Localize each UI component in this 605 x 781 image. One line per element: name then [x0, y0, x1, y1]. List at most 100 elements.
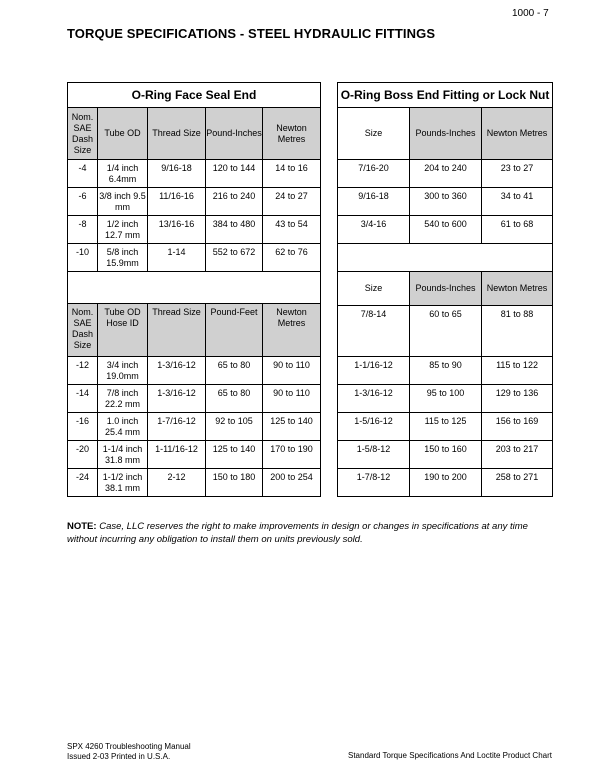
table-row: 7/16-20 204 to 240 23 to 27	[337, 159, 554, 188]
table-cell: 1-1/16-12	[337, 356, 410, 385]
table-cell: 9/16-18	[337, 187, 410, 216]
table-row: 1-3/16-12 95 to 100 129 to 136	[337, 384, 554, 413]
header-row: Nom. SAE Dash Size Tube OD Thread Size Poun…	[67, 107, 321, 160]
table-cell: 62 to 76	[262, 243, 321, 272]
table-row: -12 3/4 inch 19.0mm 1-3/16-12 65 to 80 90 to…	[67, 356, 321, 385]
table-cell: 2-12	[147, 468, 206, 497]
page-number: 1000 - 7	[512, 8, 549, 19]
table-cell: 23 to 27	[480, 159, 554, 188]
table-cell: 1-1/2 inch 38.1 mm	[97, 468, 148, 497]
boss-end-table: O-Ring Boss End Fitting or Lock Nut Size P…	[336, 82, 554, 497]
table-title-row: O-Ring Boss End Fitting or Lock Nut	[336, 82, 554, 108]
header-row: Size Pounds-Inches Newton Metres	[337, 107, 554, 160]
table-title: O-Ring Face Seal End	[67, 82, 321, 108]
table-row: -6 3/8 inch 9.5 mm 11/16-16 216 to 240 24 to…	[67, 187, 321, 216]
table-title-row: O-Ring Face Seal End	[67, 82, 321, 108]
table-row: 7/8-14 60 to 65 81 to 88	[337, 305, 554, 357]
spacer-row	[67, 271, 321, 304]
table-cell: -6	[67, 187, 98, 216]
table-cell: -8	[67, 215, 98, 244]
table-cell: 3/4-16	[337, 215, 410, 244]
table-row: 3/4-16 540 to 600 61 to 68	[337, 215, 554, 244]
column-header: Size	[337, 271, 410, 306]
table-cell: 115 to 125	[409, 412, 482, 441]
table-cell: 95 to 100	[409, 384, 482, 413]
table-cell: 65 to 80	[205, 384, 263, 413]
column-header: Newton Metres	[262, 303, 321, 357]
column-header: Pounds-Inches	[409, 107, 482, 160]
table-cell: 5/8 inch 15.9mm	[97, 243, 148, 272]
table-cell: 81 to 88	[480, 305, 554, 357]
table-cell: 3/4 inch 19.0mm	[97, 356, 148, 385]
table-cell: 300 to 360	[409, 187, 482, 216]
table-cell: 1/4 inch 6.4mm	[97, 159, 148, 188]
footer-left: SPX 4260 Troubleshooting Manual Issued 2…	[67, 742, 191, 762]
table-cell: 14 to 16	[262, 159, 321, 188]
header-row: Nom. SAE Dash Size Tube OD Hose ID Thread …	[67, 303, 321, 357]
table-row: -8 1/2 inch 12.7 mm 13/16-16 384 to 480 43 t…	[67, 215, 321, 244]
table-cell: 258 to 271	[480, 468, 554, 497]
table-row: -10 5/8 inch 15.9mm 1-14 552 to 672 62 to 76	[67, 243, 321, 272]
table-cell: 61 to 68	[480, 215, 554, 244]
table-cell: 115 to 122	[480, 356, 554, 385]
table-cell: 552 to 672	[205, 243, 263, 272]
table-cell: 24 to 27	[262, 187, 321, 216]
column-header: Pound-Feet	[205, 303, 263, 357]
column-header: Thread Size	[147, 303, 206, 357]
table-row: 9/16-18 300 to 360 34 to 41	[337, 187, 554, 216]
table-row: 1-1/16-12 85 to 90 115 to 122	[337, 356, 554, 385]
table-row: -14 7/8 inch 22.2 mm 1-3/16-12 65 to 80 90 t…	[67, 384, 321, 413]
spacer-cell	[336, 243, 554, 272]
table-cell: 1-14	[147, 243, 206, 272]
table-cell: 1-7/16-12	[147, 412, 206, 441]
table-row: -4 1/4 inch 6.4mm 9/16-18 120 to 144 14 to 1…	[67, 159, 321, 188]
table-cell: 384 to 480	[205, 215, 263, 244]
column-header: Pounds-Inches	[409, 271, 482, 306]
table-cell: 85 to 90	[409, 356, 482, 385]
column-header: Newton Metres	[262, 107, 321, 160]
table-cell: 3/8 inch 9.5 mm	[97, 187, 148, 216]
table-cell: -4	[67, 159, 98, 188]
table-cell: 92 to 105	[205, 412, 263, 441]
column-header: Tube OD Hose ID	[97, 303, 148, 357]
table-cell: 7/8-14	[337, 305, 410, 357]
column-header: Pound-Inches	[205, 107, 263, 160]
table-row: -20 1-1/4 inch 31.8 mm 1-11/16-12 125 to 14…	[67, 440, 321, 469]
table-cell: 1-1/4 inch 31.8 mm	[97, 440, 148, 469]
table-cell: 203 to 217	[480, 440, 554, 469]
table-cell: 190 to 200	[409, 468, 482, 497]
face-seal-table: O-Ring Face Seal End Nom. SAE Dash Size Tu…	[67, 82, 321, 497]
table-cell: 1-3/16-12	[147, 356, 206, 385]
table-cell: 1.0 inch 25.4 mm	[97, 412, 148, 441]
table-cell: 90 to 110	[262, 384, 321, 413]
table-cell: 170 to 190	[262, 440, 321, 469]
manual-name: SPX 4260 Troubleshooting Manual	[67, 742, 191, 751]
table-cell: 156 to 169	[480, 412, 554, 441]
table-cell: 7/8 inch 22.2 mm	[97, 384, 148, 413]
column-header: Newton Metres	[480, 271, 554, 306]
table-cell: 125 to 140	[262, 412, 321, 441]
issue-info: Issued 2-03 Printed in U.S.A.	[67, 752, 171, 761]
column-header: Nom. SAE Dash Size	[67, 107, 98, 160]
table-cell: -14	[67, 384, 98, 413]
table-cell: -20	[67, 440, 98, 469]
column-header: Tube OD	[97, 107, 148, 160]
table-cell: 204 to 240	[409, 159, 482, 188]
page-title: TORQUE SPECIFICATIONS - STEEL HYDRAULIC …	[67, 26, 436, 41]
table-cell: 65 to 80	[205, 356, 263, 385]
table-cell: 9/16-18	[147, 159, 206, 188]
spacer-row	[336, 243, 554, 272]
table-cell: 1-5/16-12	[337, 412, 410, 441]
table-row: -24 1-1/2 inch 38.1 mm 2-12 150 to 180 200 t…	[67, 468, 321, 497]
table-cell: 11/16-16	[147, 187, 206, 216]
table-cell: 1-7/8-12	[337, 468, 410, 497]
table-cell: 1-5/8-12	[337, 440, 410, 469]
table-cell: -16	[67, 412, 98, 441]
table-cell: 1/2 inch 12.7 mm	[97, 215, 148, 244]
table-row: 1-5/8-12 150 to 160 203 to 217	[337, 440, 554, 469]
table-row: -16 1.0 inch 25.4 mm 1-7/16-12 92 to 105 125…	[67, 412, 321, 441]
table-cell: -10	[67, 243, 98, 272]
table-cell: 1-3/16-12	[147, 384, 206, 413]
table-cell: 43 to 54	[262, 215, 321, 244]
table-cell: 150 to 180	[205, 468, 263, 497]
